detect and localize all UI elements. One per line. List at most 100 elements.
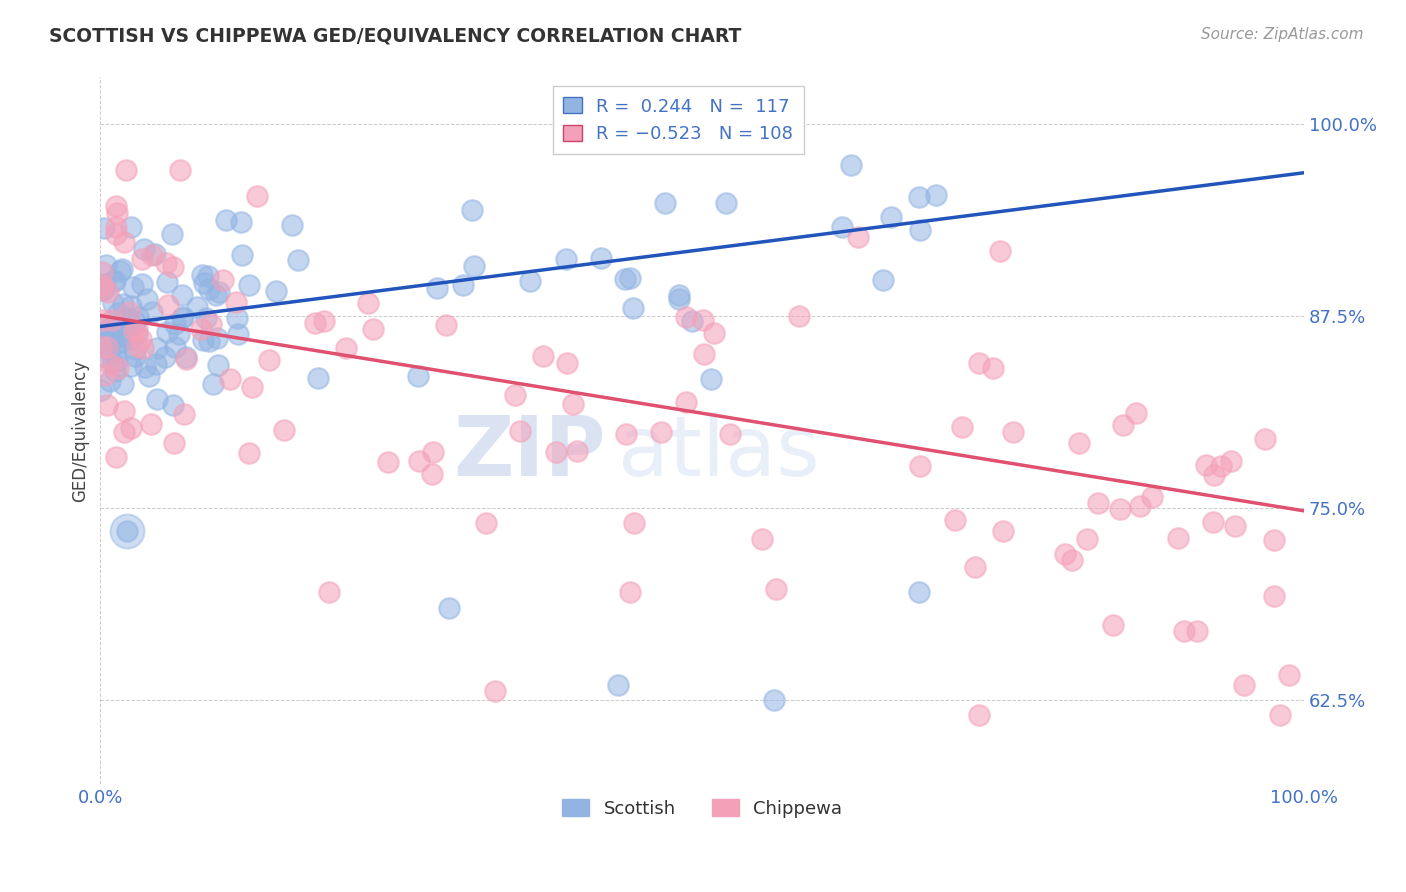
Point <box>112 377 135 392</box>
Point <box>198 282 221 296</box>
Point <box>318 585 340 599</box>
Point <box>1173 624 1195 638</box>
Point <box>105 199 128 213</box>
Point <box>231 215 253 229</box>
Point <box>120 219 142 234</box>
Point <box>90 340 112 354</box>
Point <box>132 243 155 257</box>
Point <box>1102 618 1125 632</box>
Point <box>208 285 231 300</box>
Point <box>207 358 229 372</box>
Point <box>215 213 238 227</box>
Point <box>125 322 148 336</box>
Point <box>439 600 461 615</box>
Point <box>544 444 567 458</box>
Point <box>174 350 197 364</box>
Point <box>420 467 443 482</box>
Point <box>675 395 697 409</box>
Point <box>675 310 697 324</box>
Point <box>1202 515 1225 529</box>
Point <box>105 354 128 368</box>
Point <box>765 582 787 597</box>
Point <box>190 322 212 336</box>
Point <box>908 458 931 473</box>
Point <box>700 371 723 385</box>
Point <box>787 310 810 324</box>
Point <box>91 283 114 297</box>
Point <box>120 421 142 435</box>
Point <box>117 323 139 337</box>
Point <box>950 420 973 434</box>
Point <box>197 334 219 348</box>
Point <box>1112 417 1135 432</box>
Point <box>115 524 138 538</box>
Point <box>101 356 124 370</box>
Point <box>519 274 541 288</box>
Legend: Scottish, Chippewa: Scottish, Chippewa <box>555 792 849 825</box>
Point <box>1220 454 1243 468</box>
Point <box>97 322 120 336</box>
Point <box>650 425 672 439</box>
Point <box>207 331 229 345</box>
Point <box>839 158 862 172</box>
Point <box>335 341 357 355</box>
Point <box>1140 490 1163 504</box>
Point <box>103 324 125 338</box>
Point <box>163 435 186 450</box>
Point <box>426 281 449 295</box>
Point <box>1263 533 1285 547</box>
Point <box>193 333 215 347</box>
Point <box>307 371 329 385</box>
Point <box>981 360 1004 375</box>
Point <box>703 326 725 341</box>
Point <box>1278 668 1301 682</box>
Point <box>202 376 225 391</box>
Point <box>124 324 146 338</box>
Point <box>127 310 149 324</box>
Point <box>287 252 309 267</box>
Point <box>174 352 197 367</box>
Point <box>621 301 644 316</box>
Point <box>377 455 399 469</box>
Point <box>1108 501 1130 516</box>
Point <box>165 340 187 354</box>
Point <box>90 335 112 350</box>
Point <box>484 683 506 698</box>
Point <box>503 388 526 402</box>
Point <box>141 305 163 319</box>
Point <box>908 223 931 237</box>
Point <box>718 426 741 441</box>
Point <box>170 310 193 325</box>
Point <box>619 585 641 599</box>
Point <box>1167 531 1189 545</box>
Point <box>846 230 869 244</box>
Point <box>751 532 773 546</box>
Point <box>231 248 253 262</box>
Point <box>104 450 127 464</box>
Point <box>614 427 637 442</box>
Point <box>93 221 115 235</box>
Point <box>115 162 138 177</box>
Point <box>167 326 190 341</box>
Point <box>1233 677 1256 691</box>
Point <box>1076 532 1098 546</box>
Point <box>357 296 380 310</box>
Point <box>90 383 112 397</box>
Point <box>238 278 260 293</box>
Point <box>156 275 179 289</box>
Point <box>211 273 233 287</box>
Point <box>225 310 247 325</box>
Point <box>101 313 124 327</box>
Point <box>160 227 183 241</box>
Point <box>120 359 142 373</box>
Point <box>104 274 127 288</box>
Point <box>97 285 120 299</box>
Point <box>111 262 134 277</box>
Point <box>200 317 222 331</box>
Point <box>240 380 263 394</box>
Point <box>1001 425 1024 439</box>
Point <box>112 404 135 418</box>
Point <box>422 445 444 459</box>
Point <box>105 227 128 241</box>
Point <box>193 277 215 291</box>
